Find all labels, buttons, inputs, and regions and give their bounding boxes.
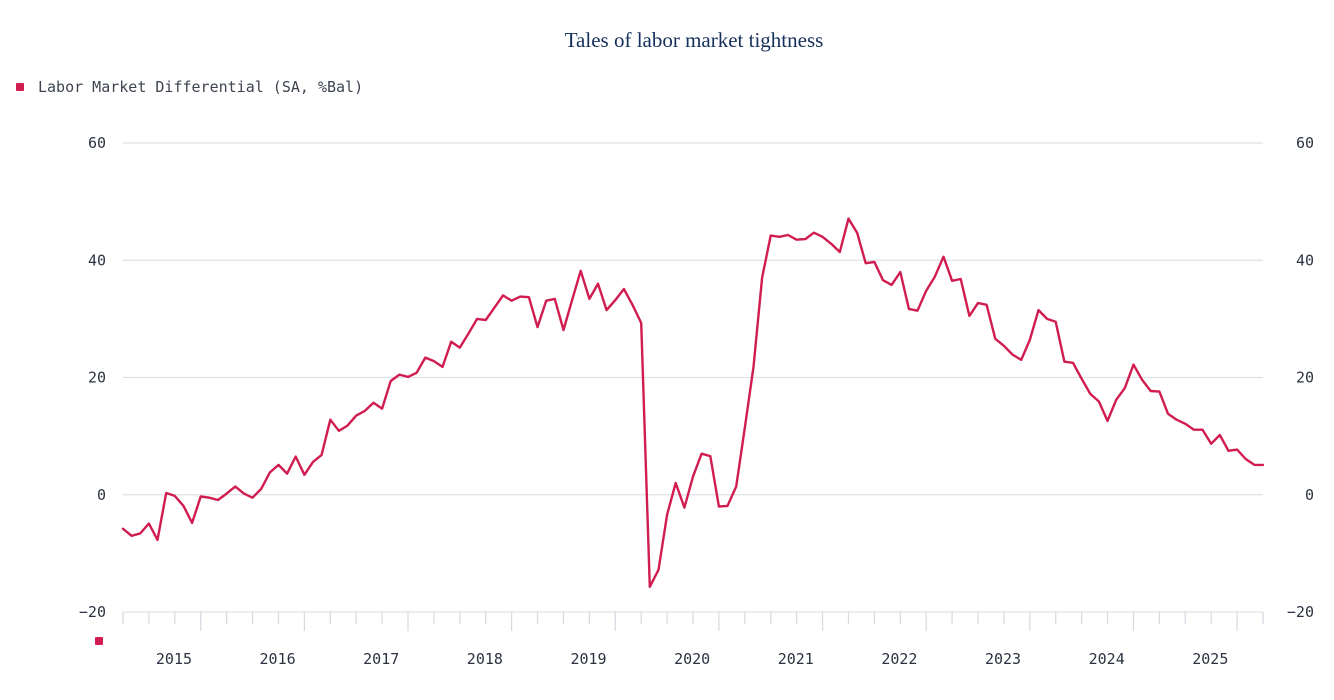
y-tick-label-left: 0 <box>97 486 106 504</box>
series-line[interactable] <box>121 217 1265 588</box>
x-tick-label: 2023 <box>985 650 1021 668</box>
legend-label: Labor Market Differential (SA, %Bal) <box>38 78 364 96</box>
legend-swatch <box>16 83 24 91</box>
legend[interactable]: Labor Market Differential (SA, %Bal) <box>16 78 363 96</box>
y-tick-label-right: 40 <box>1296 251 1314 269</box>
x-tick-label: 2016 <box>260 650 296 668</box>
x-tick-label: 2024 <box>1089 650 1125 668</box>
x-tick-label: 2020 <box>674 650 710 668</box>
y-axis-left: 60 40 20 0 −20 <box>79 134 106 621</box>
x-tick-label: 2018 <box>467 650 503 668</box>
x-tick-label: 2015 <box>156 650 192 668</box>
x-tick-label: 2025 <box>1192 650 1228 668</box>
x-tick-label: 2019 <box>570 650 606 668</box>
y-tick-label-left: 40 <box>88 251 106 269</box>
series-marker-icon <box>95 637 103 645</box>
x-tick-label: 2022 <box>881 650 917 668</box>
y-axis-right: 60 40 20 0 −20 <box>1287 134 1314 621</box>
y-tick-label-right: 60 <box>1296 134 1314 152</box>
y-tick-label-left: 60 <box>88 134 106 152</box>
x-axis: 2015 2016 2017 2018 2019 2020 2021 2022 2023 2024… <box>122 612 1264 668</box>
series-lines <box>121 217 1265 588</box>
y-tick-label-right: −20 <box>1287 603 1314 621</box>
y-tick-label-left: −20 <box>79 603 106 621</box>
x-tick-label: 2021 <box>778 650 814 668</box>
y-tick-label-left: 20 <box>88 369 106 387</box>
chart-title: Tales of labor market tightness <box>564 28 824 52</box>
y-tick-label-right: 20 <box>1296 369 1314 387</box>
x-tick-label: 2017 <box>363 650 399 668</box>
gridlines <box>123 142 1263 613</box>
y-tick-label-right: 0 <box>1305 486 1314 504</box>
